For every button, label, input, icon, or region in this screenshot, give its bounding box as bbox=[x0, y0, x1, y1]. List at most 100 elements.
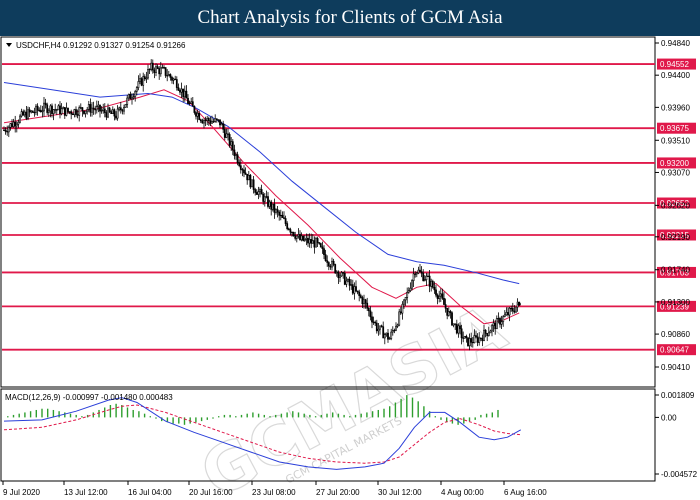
x-tick-label: 6 Aug 16:00 bbox=[504, 488, 547, 497]
candle-body bbox=[431, 280, 434, 288]
candle-body bbox=[41, 110, 44, 113]
candle-body bbox=[15, 123, 18, 127]
candle-body bbox=[412, 273, 415, 281]
macd-histogram-bar bbox=[229, 414, 231, 418]
candle-body bbox=[495, 318, 498, 330]
macd-histogram-bar bbox=[446, 417, 448, 423]
candle-body bbox=[511, 308, 514, 312]
candle-body bbox=[473, 335, 476, 344]
macd-histogram-bar bbox=[240, 414, 243, 418]
candle-body bbox=[350, 284, 353, 286]
candle-body bbox=[179, 90, 181, 93]
candle-body bbox=[276, 209, 279, 213]
macd-histogram-bar bbox=[463, 417, 465, 424]
time-axis: 9 Jul 2020 13 Jul 12:00 16 Jul 04:00 20 Jul… bbox=[2, 481, 547, 497]
candle-body bbox=[9, 123, 12, 128]
macd-histogram-bar bbox=[149, 416, 151, 418]
candle-body bbox=[71, 113, 74, 116]
candle-body bbox=[494, 322, 497, 330]
macd-histogram-bar bbox=[35, 409, 37, 418]
candle-body bbox=[467, 337, 469, 347]
macd-histogram-bar bbox=[132, 409, 134, 418]
candle-body bbox=[502, 316, 505, 323]
candle-body bbox=[406, 291, 409, 298]
candle-body bbox=[481, 338, 484, 342]
candle-body bbox=[91, 107, 93, 113]
macd-histogram-bar bbox=[138, 411, 140, 418]
candle-body bbox=[422, 272, 425, 281]
candle-body bbox=[435, 289, 437, 296]
level-label: 0.92652 bbox=[660, 199, 689, 208]
candle-body bbox=[292, 231, 295, 237]
candle-body bbox=[127, 93, 130, 99]
candle-body bbox=[203, 119, 205, 124]
candle-body bbox=[187, 97, 189, 104]
candle-body bbox=[143, 76, 146, 80]
candle-body bbox=[356, 290, 359, 293]
candle-body bbox=[20, 111, 23, 117]
candle-body bbox=[359, 295, 362, 298]
candle-body bbox=[111, 109, 114, 114]
candle-body bbox=[97, 104, 100, 107]
candle-body bbox=[396, 324, 399, 327]
level-label: 0.93200 bbox=[660, 159, 689, 168]
candle-body bbox=[331, 260, 333, 268]
level-label: 0.93675 bbox=[660, 124, 689, 133]
candle-body bbox=[507, 312, 509, 316]
macd-histogram-bar bbox=[275, 414, 277, 418]
candle-body bbox=[401, 303, 404, 314]
macd-histogram-bar bbox=[303, 413, 305, 418]
y-tick-label: 0.90860 bbox=[661, 330, 690, 339]
candle-body bbox=[369, 310, 372, 318]
candle-body bbox=[318, 242, 321, 244]
candle-body bbox=[382, 326, 385, 339]
candle-body bbox=[19, 115, 21, 123]
candle-body bbox=[43, 102, 45, 112]
candle-body bbox=[188, 102, 191, 104]
candle-body bbox=[289, 229, 292, 233]
candle-body bbox=[372, 321, 375, 323]
candle-body bbox=[139, 78, 141, 82]
candle-body bbox=[409, 287, 412, 291]
candle-body bbox=[452, 323, 455, 326]
candle-body bbox=[460, 328, 463, 339]
macd-histogram-bar bbox=[354, 414, 357, 418]
candle-body bbox=[171, 77, 173, 81]
macd-histogram-bar bbox=[349, 416, 351, 418]
candle-body bbox=[433, 286, 436, 291]
macd-histogram-bar bbox=[400, 398, 402, 418]
candle-body bbox=[337, 271, 340, 279]
candle-body bbox=[211, 121, 213, 124]
macd-histogram-bar bbox=[47, 408, 49, 418]
candle-body bbox=[423, 279, 426, 281]
macd-histogram-bar bbox=[474, 417, 476, 420]
candle-body bbox=[182, 88, 185, 98]
candle-body bbox=[68, 111, 71, 113]
price-panel-frame bbox=[0, 36, 656, 388]
level-label-bg bbox=[657, 157, 696, 169]
candle-body bbox=[339, 275, 341, 279]
macd-histogram-bar bbox=[371, 411, 374, 418]
candle-body bbox=[228, 134, 231, 146]
macd-histogram-bar bbox=[480, 414, 482, 418]
candle-body bbox=[510, 307, 513, 310]
macd-histogram-bar bbox=[12, 414, 15, 418]
macd-histogram-bar bbox=[75, 414, 77, 418]
candle-body bbox=[364, 299, 367, 304]
candle-body bbox=[321, 246, 324, 249]
candle-body bbox=[222, 123, 225, 130]
candle-body bbox=[33, 111, 36, 114]
candle-body bbox=[70, 111, 73, 115]
candle-body bbox=[476, 336, 479, 343]
candle-body bbox=[489, 330, 492, 334]
symbol-dropdown-icon[interactable] bbox=[6, 43, 12, 47]
candle-body bbox=[391, 330, 394, 333]
candle-body bbox=[116, 108, 119, 119]
candle-body bbox=[217, 119, 220, 121]
candle-body bbox=[283, 217, 285, 219]
candle-body bbox=[475, 335, 477, 338]
macd-histogram-bar bbox=[263, 414, 265, 418]
candle-body bbox=[30, 110, 33, 113]
candle-body bbox=[4, 129, 7, 132]
candle-body bbox=[52, 109, 55, 114]
